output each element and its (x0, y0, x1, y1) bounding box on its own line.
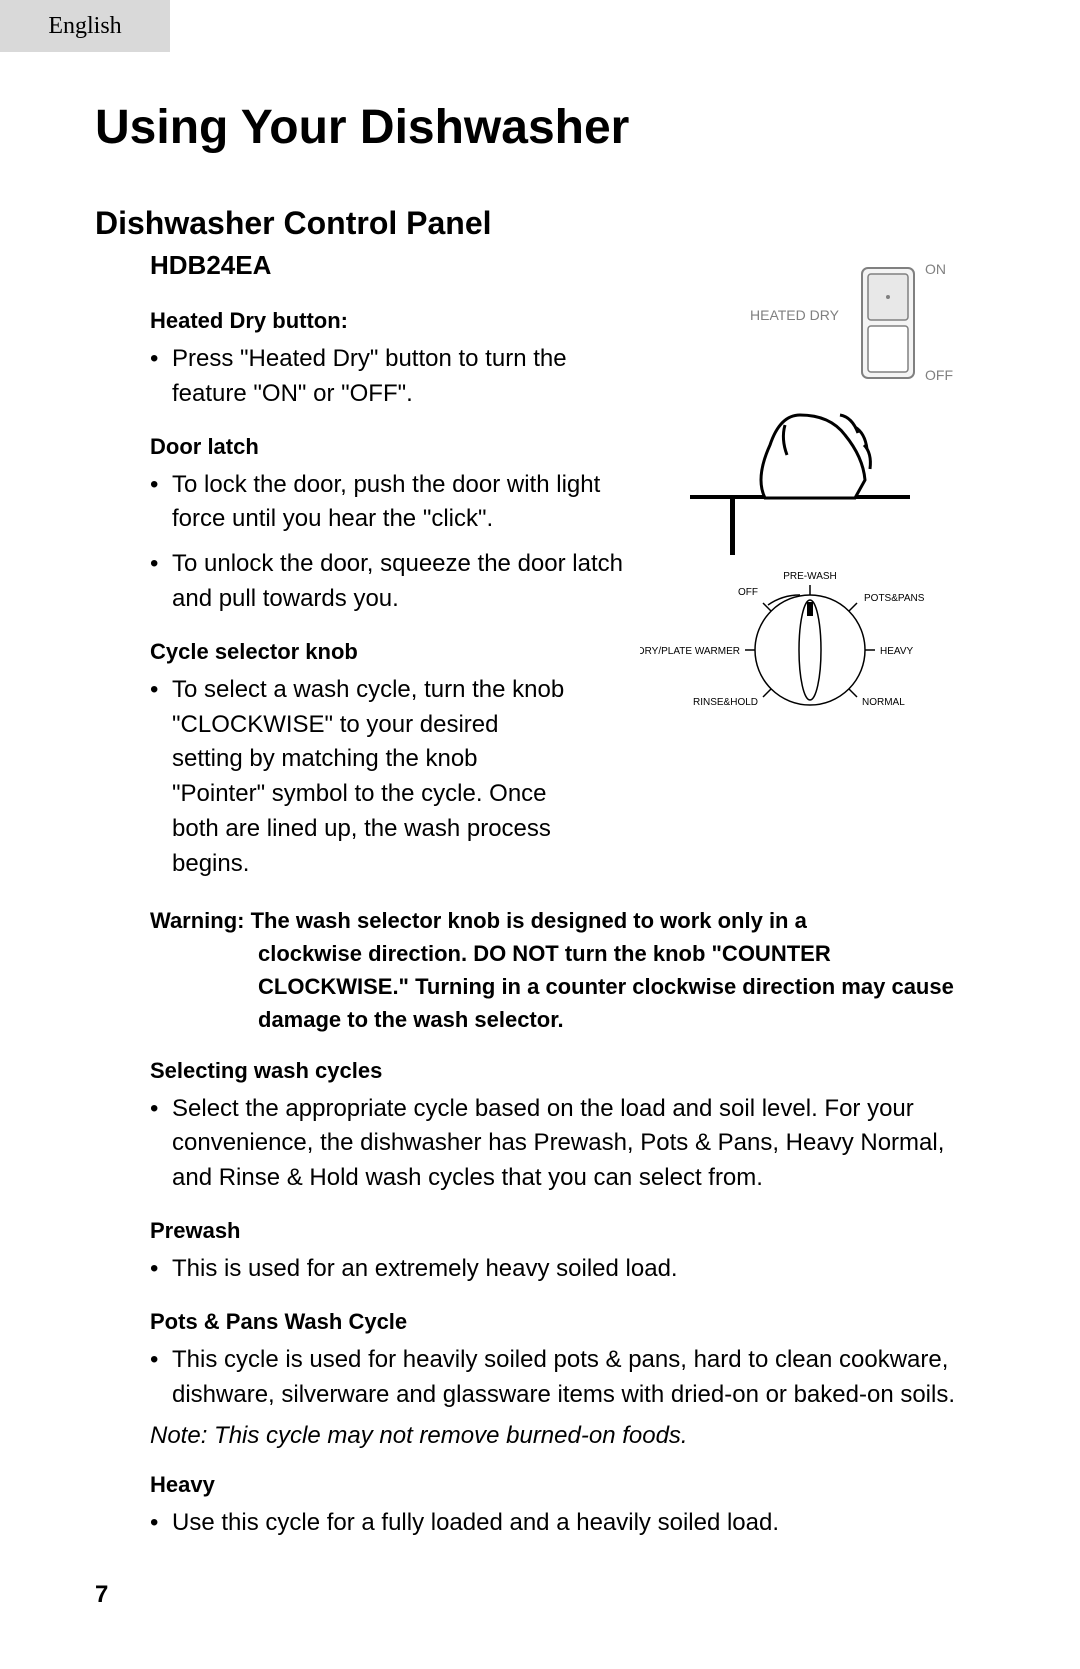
list-heavy: Use this cycle for a fully loaded and a … (150, 1506, 970, 1541)
warning-line1: Warning: The wash selector knob is desig… (150, 908, 807, 933)
content-body: Heated Dry button: Press "Heated Dry" bu… (150, 300, 970, 1551)
heading-prewash: Prewash (150, 1218, 970, 1244)
list-item: Use this cycle for a fully loaded and a … (172, 1506, 970, 1541)
list-item: Press "Heated Dry" button to turn the fe… (172, 342, 570, 412)
heading-heated-dry: Heated Dry button: (150, 308, 970, 334)
list-pots-pans: This cycle is used for heavily soiled po… (150, 1343, 970, 1413)
switch-on-label: ON (925, 261, 946, 277)
warning-line2: clockwise direction. DO NOT turn the kno… (150, 937, 970, 1036)
language-tab: English (0, 0, 170, 52)
heading-heavy: Heavy (150, 1472, 970, 1498)
list-item: Select the appropriate cycle based on th… (172, 1092, 970, 1196)
list-selecting: Select the appropriate cycle based on th… (150, 1092, 970, 1196)
heading-pots-pans: Pots & Pans Wash Cycle (150, 1309, 970, 1335)
page-number: 7 (95, 1581, 108, 1609)
model-number: HDB24EA (150, 250, 271, 281)
page-title: Using Your Dishwasher (95, 100, 629, 155)
list-prewash: This is used for an extremely heavy soil… (150, 1252, 970, 1287)
list-heated-dry: Press "Heated Dry" button to turn the fe… (150, 342, 570, 412)
list-item: To lock the door, push the door with lig… (172, 468, 630, 538)
section-title: Dishwasher Control Panel (95, 205, 492, 242)
list-cycle-knob: To select a wash cycle, turn the knob "C… (150, 673, 570, 882)
list-item: To select a wash cycle, turn the knob "C… (172, 673, 570, 882)
list-item: This cycle is used for heavily soiled po… (172, 1343, 970, 1413)
list-door-latch: To lock the door, push the door with lig… (150, 468, 630, 617)
list-item: This is used for an extremely heavy soil… (172, 1252, 970, 1287)
heading-door-latch: Door latch (150, 434, 970, 460)
heading-selecting: Selecting wash cycles (150, 1058, 970, 1084)
heading-cycle-knob: Cycle selector knob (150, 639, 970, 665)
list-item: To unlock the door, squeeze the door lat… (172, 547, 630, 617)
note-pots-pans: Note: This cycle may not remove burned-o… (150, 1422, 970, 1450)
warning-text: Warning: The wash selector knob is desig… (150, 904, 970, 1036)
